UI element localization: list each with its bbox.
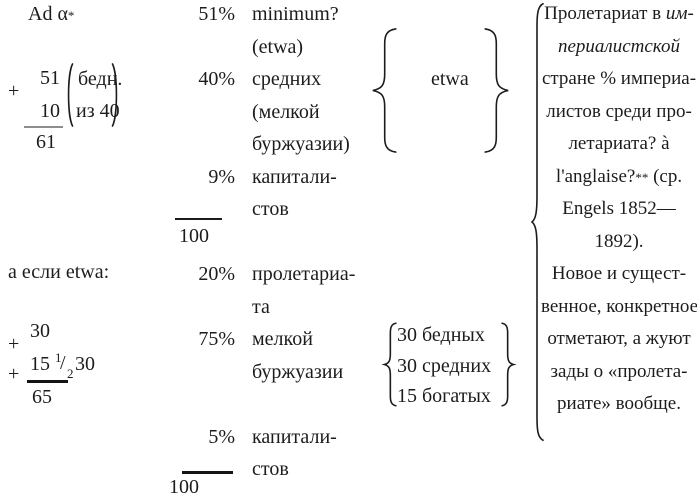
label-etwa-paren: (etwa)	[252, 35, 304, 58]
margin-note-line: l'anglaise?** (ср.	[541, 161, 697, 194]
label-ta: та	[252, 295, 270, 318]
heading-text: Ad α	[28, 3, 68, 25]
sum1-rule	[24, 126, 63, 128]
margin-note-italic-text: им-	[665, 3, 694, 24]
sum1-right-paren	[109, 63, 123, 127]
sum1-paren-line1: бедн.	[78, 68, 123, 90]
sum2-addend-row2: 15	[30, 353, 50, 375]
heading-ad-alpha: Ad α*	[28, 3, 74, 27]
label-srednih: средних	[252, 68, 322, 90]
percent-51: 51%	[198, 3, 235, 25]
label-minimum: minimum?	[252, 3, 339, 25]
label-melkoy-paren: (мелкой	[252, 100, 320, 123]
sum1-paren-line2: из 40	[76, 100, 120, 122]
margin-note-line: отметают, а жуют	[547, 328, 691, 349]
total2-value: 100	[169, 476, 199, 498]
label-stov-2: стов	[252, 458, 289, 480]
sum1-total: 61	[36, 131, 56, 153]
label-stov-1: стов	[252, 198, 289, 220]
margin-note-line: летариата? à	[568, 133, 670, 154]
margin-note-line: риате» вообще.	[557, 393, 681, 414]
margin-note-text: Пролетариат в	[544, 3, 666, 24]
margin-note-line: венное, конкретное	[541, 295, 697, 317]
etwa-group-right-brace	[481, 27, 515, 154]
sum1-addend-top: 51	[40, 67, 60, 89]
sum2-frac-slash: /	[60, 352, 66, 374]
margin-note-line: Engels 1852—	[562, 198, 676, 219]
sum2-rule	[27, 380, 68, 383]
margin-note-line: периалистской	[558, 35, 680, 57]
percent-75: 75%	[198, 328, 235, 350]
sum1-plus-sign: +	[8, 80, 20, 102]
etwa-group-left-brace	[366, 27, 400, 154]
total1-rule	[175, 218, 222, 220]
label-burzhuazii-2: буржуазии	[252, 360, 344, 383]
margin-note: Пролетариат в им- периалистской стране %…	[541, 0, 697, 421]
label-proletaria: пролетариа-	[252, 263, 356, 285]
margin-note-line: листов среди про-	[546, 100, 692, 122]
sum2-total: 65	[32, 386, 52, 408]
margin-note-line: стране % империа-	[541, 68, 697, 89]
total2-rule	[182, 471, 233, 474]
margin-note-line: зады о «пролета-	[550, 360, 688, 382]
etwa-annotation: etwa	[431, 68, 469, 90]
total1-value: 100	[179, 225, 209, 247]
sum2-plus-row1: +	[8, 333, 20, 355]
percent-20: 20%	[198, 263, 235, 285]
heading-footnote-asterisk: *	[67, 8, 75, 23]
sum2-addend-row2-extra: 30	[75, 353, 95, 375]
label-kapitali-1: капитали-	[252, 165, 337, 188]
breakdown-item-poor: 30 бедных	[397, 324, 485, 346]
condition-text: а если etwa:	[8, 261, 110, 283]
percent-5: 5%	[208, 425, 235, 448]
percent-9: 9%	[208, 165, 235, 188]
sum2-plus-row2: +	[8, 363, 20, 385]
sum2-addend-row1: 30	[30, 320, 50, 342]
breakdown-item-rich: 15 богатых	[397, 385, 491, 407]
margin-note-text: l'anglaise?	[555, 165, 636, 187]
margin-note-line: Новое и сущест-	[551, 263, 687, 284]
margin-note-footnote-asterisks: **	[635, 169, 649, 185]
label-kapitali-2: капитали-	[252, 425, 337, 448]
percent-40: 40%	[198, 68, 235, 90]
sum2-frac-denominator: 2	[67, 366, 74, 381]
margin-note-brace	[525, 2, 545, 442]
margin-note-text: (ср.	[648, 165, 683, 187]
sum1-addend-bottom: 10	[40, 100, 60, 122]
sum1-left-paren	[62, 63, 76, 127]
breakdown-right-brace	[500, 322, 517, 407]
margin-note-line: 1892).	[594, 230, 644, 252]
breakdown-left-brace	[381, 322, 398, 407]
label-burzhuazii-paren: буржуазии)	[252, 133, 350, 155]
sum2-frac-numerator: 1	[55, 350, 62, 365]
breakdown-item-middle: 30 средних	[397, 354, 492, 377]
label-melkoy-2: мелкой	[252, 328, 313, 350]
margin-note-line: Пролетариат в им-	[541, 0, 697, 31]
